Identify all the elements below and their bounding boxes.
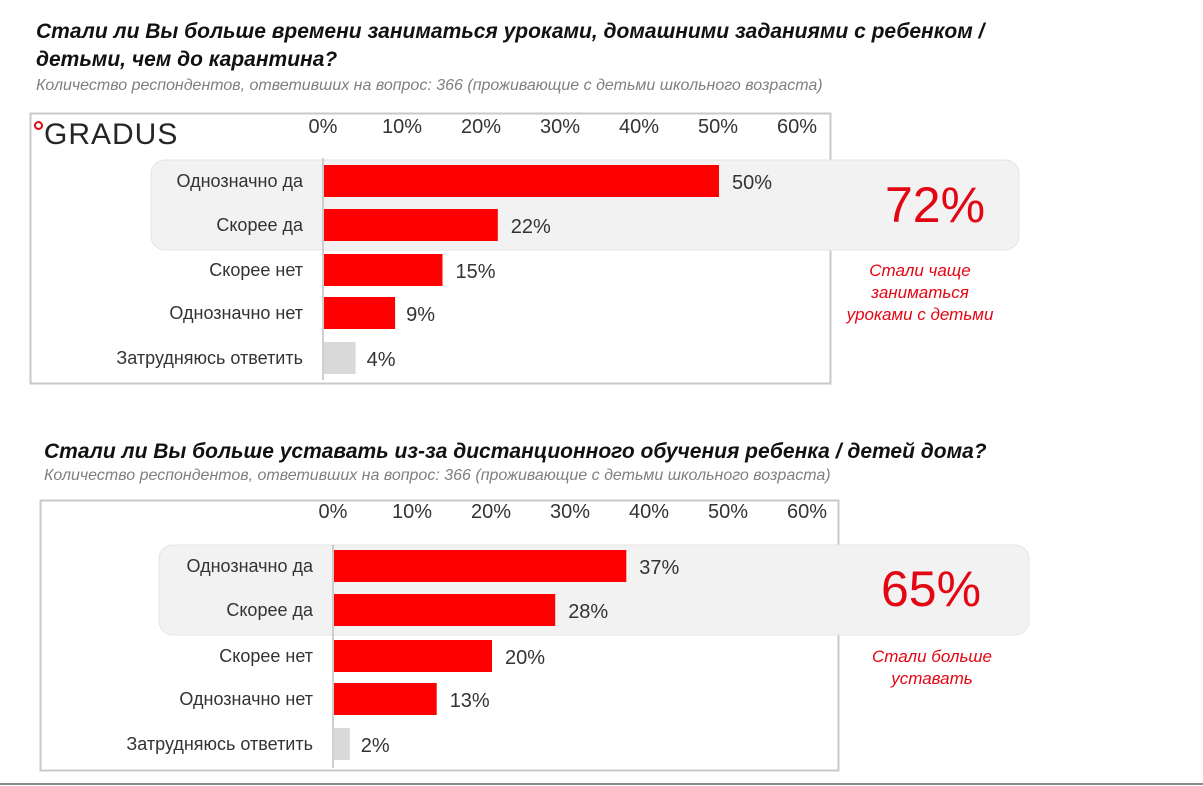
chart-1-value-label: 50%	[732, 172, 772, 194]
chart-2-bar	[334, 594, 556, 626]
chart-2-value-label: 2%	[361, 735, 390, 757]
chart-1-note-line-3: уроками с детьми	[846, 305, 994, 324]
chart-1-title: Стали ли Вы больше времени заниматься ур…	[36, 20, 985, 71]
gradus-logo: GRADUS	[34, 118, 184, 158]
chart-1-bar	[324, 297, 396, 329]
chart-1-category-label: Однозначно нет	[169, 303, 303, 323]
chart-1-value-label: 9%	[406, 304, 435, 326]
chart-1-highlight-value: 72%	[884, 177, 986, 233]
chart-2-x-tick: 30%	[550, 501, 590, 523]
chart-2-x-tick: 20%	[471, 501, 511, 523]
chart-1-category-label: Затрудняюсь ответить	[116, 348, 303, 368]
logo-dot-icon	[34, 121, 43, 130]
chart-2-highlight-value: 65%	[880, 561, 982, 617]
chart-1-value-label: 15%	[456, 261, 496, 283]
bottom-divider	[0, 783, 1203, 785]
chart-1-x-tick: 0%	[309, 116, 338, 138]
chart-2-x-tick: 0%	[319, 501, 348, 523]
chart-1-value-label: 4%	[367, 349, 396, 371]
chart-1-category-label: Скорее нет	[209, 260, 303, 280]
chart-1-category-label: Скорее да	[216, 215, 304, 235]
chart-2-x-tick: 60%	[787, 501, 827, 523]
chart-1-subtitle: Количество респондентов, ответивших на в…	[36, 77, 823, 94]
chart-2-bar	[334, 728, 350, 760]
chart-2-bar	[334, 640, 492, 672]
chart-1-note-line-2: заниматься	[871, 283, 969, 302]
chart-1-bar	[324, 254, 443, 286]
chart-2-highlight-note: Стали больше уставать	[832, 646, 1032, 690]
chart-1-x-tick: 30%	[540, 116, 580, 138]
chart-1-note-line-1: Стали чаще	[869, 261, 971, 280]
chart-2-value-label: 20%	[505, 647, 545, 669]
chart-2-x-tick: 50%	[708, 501, 748, 523]
chart-2-x-tick: 10%	[392, 501, 432, 523]
chart-1-bar	[324, 165, 719, 197]
chart-2-title: Стали ли Вы больше уставать из-за дистан…	[44, 440, 987, 463]
chart-2-value-label: 13%	[450, 690, 490, 712]
chart-1-x-tick: 50%	[698, 116, 738, 138]
chart-2-note-line-2: уставать	[891, 669, 973, 688]
chart-2-x-tick: 40%	[629, 501, 669, 523]
chart-2-category-label: Однозначно да	[186, 556, 313, 576]
chart-1-x-tick: 10%	[382, 116, 422, 138]
chart-2-category-label: Скорее да	[226, 600, 314, 620]
chart-1-x-tick: 60%	[777, 116, 817, 138]
chart-1-category-label: Однозначно да	[176, 171, 303, 191]
chart-1-highlight-note: Стали чаще заниматься уроками с детьми	[820, 260, 1020, 326]
chart-2-category-label: Затрудняюсь ответить	[126, 734, 313, 754]
chart-1-bar	[324, 342, 356, 374]
chart-1-value-label: 22%	[511, 216, 551, 238]
chart-2-value-label: 28%	[568, 601, 608, 623]
chart-2-bar	[334, 683, 437, 715]
chart-2-value-label: 37%	[639, 557, 679, 579]
chart-1-bar	[324, 209, 498, 241]
chart-2-category-label: Однозначно нет	[179, 689, 313, 709]
chart-2-subtitle: Количество респондентов, ответивших на в…	[44, 467, 831, 484]
chart-1-x-tick: 20%	[461, 116, 501, 138]
chart-1-x-tick: 40%	[619, 116, 659, 138]
chart-2-note-line-1: Стали больше	[871, 647, 992, 666]
chart-2-bar	[334, 550, 627, 582]
logo-text: GRADUS	[44, 118, 179, 151]
chart-2-category-label: Скорее нет	[219, 646, 313, 666]
